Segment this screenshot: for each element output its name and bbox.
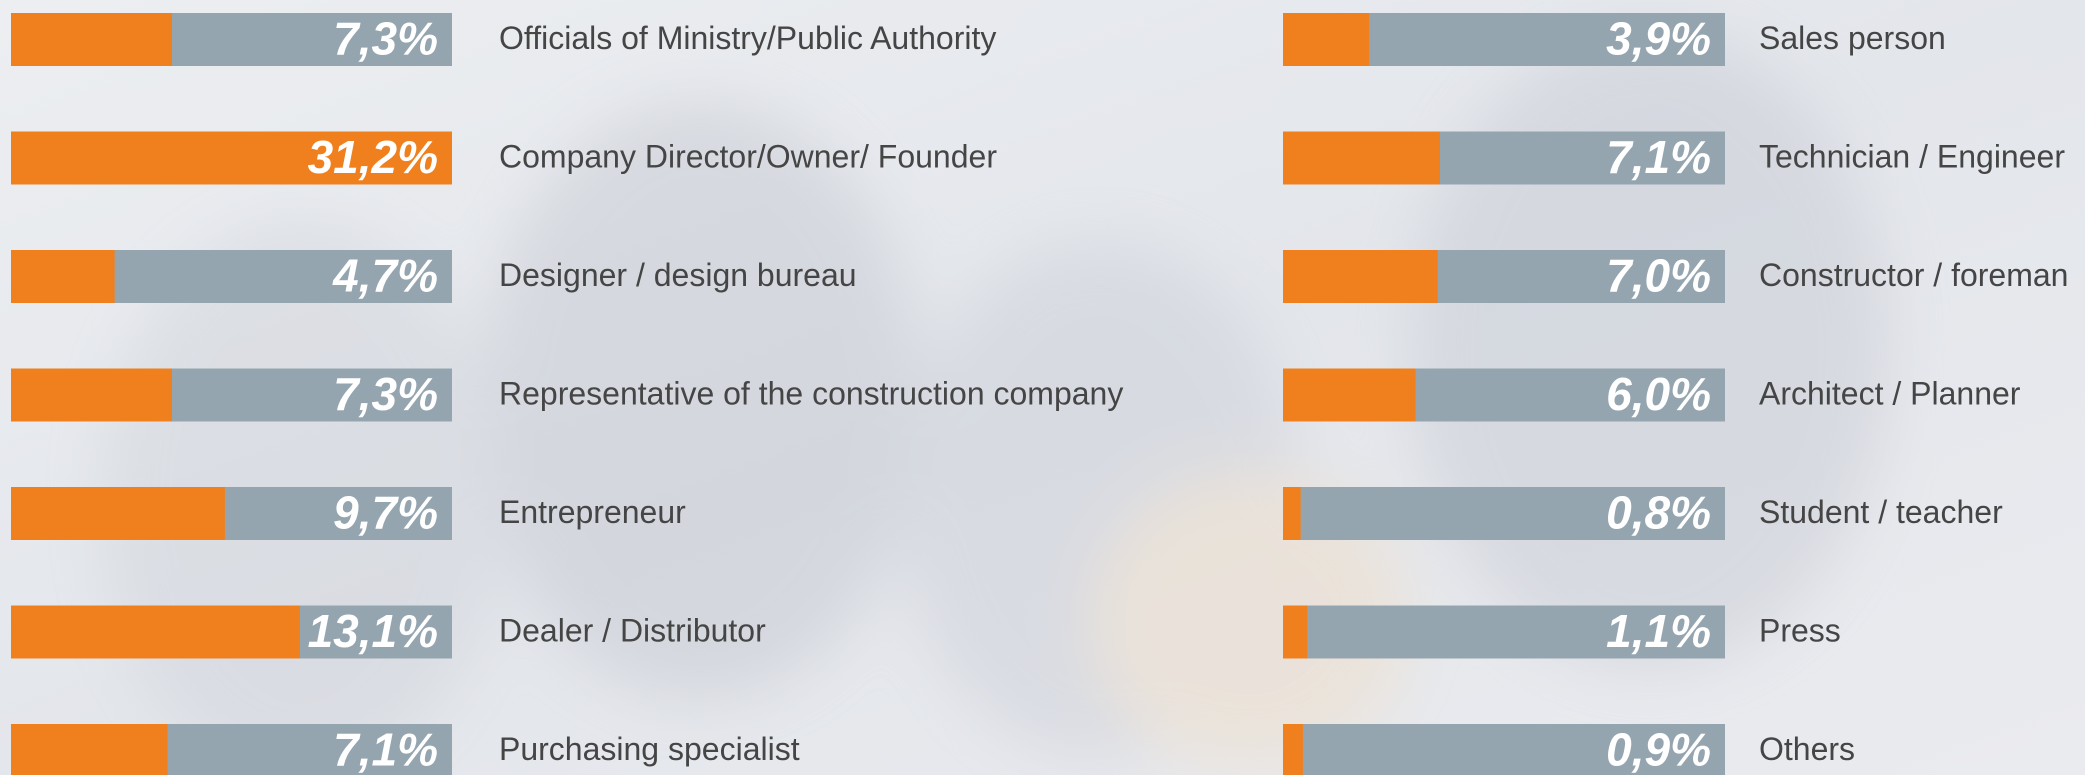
bar (1283, 131, 1440, 185)
value-label: 0,8% (1606, 487, 1711, 539)
value-label: 7,0% (1606, 250, 1711, 302)
category-label: Designer / design bureau (499, 257, 857, 293)
value-label: 13,1% (308, 605, 438, 657)
category-label: Sales person (1759, 20, 1946, 56)
bar (11, 13, 172, 66)
bar (1283, 250, 1438, 303)
bar (1283, 605, 1308, 659)
value-label: 1,1% (1606, 605, 1711, 657)
category-label: Entrepreneur (499, 494, 686, 530)
category-label: Others (1759, 731, 1855, 767)
category-label: Representative of the construction compa… (499, 375, 1123, 411)
category-label: Technician / Engineer (1759, 138, 2065, 174)
value-label: 7,1% (1606, 131, 1711, 183)
category-label: Architect / Planner (1759, 375, 2021, 411)
value-label: 0,9% (1606, 724, 1711, 775)
value-label: 31,2% (308, 131, 438, 183)
category-label: Purchasing specialist (499, 731, 800, 767)
bar (1283, 368, 1416, 422)
bar (1283, 724, 1303, 775)
value-label: 6,0% (1606, 368, 1711, 420)
bar (11, 724, 168, 775)
category-label: Constructor / foreman (1759, 257, 2068, 293)
value-label: 7,3% (333, 368, 438, 420)
bar-track (1283, 487, 1725, 540)
value-label: 7,3% (333, 13, 438, 65)
bar (1283, 13, 1370, 66)
value-label: 3,9% (1606, 13, 1711, 65)
value-label: 4,7% (332, 250, 438, 302)
bar (11, 605, 300, 659)
bar-track (1283, 724, 1725, 775)
category-label: Student / teacher (1759, 494, 2003, 530)
category-label: Officials of Ministry/Public Authority (499, 20, 996, 56)
bar (11, 250, 115, 303)
bar-track (1283, 605, 1725, 659)
value-label: 7,1% (333, 724, 438, 775)
bar (11, 487, 225, 540)
category-label: Press (1759, 612, 1841, 648)
bar (11, 368, 172, 422)
bar (1283, 487, 1301, 540)
category-label: Dealer / Distributor (499, 612, 766, 648)
bar (11, 131, 452, 185)
value-label: 9,7% (333, 487, 438, 539)
category-label: Company Director/Owner/ Founder (499, 138, 997, 174)
